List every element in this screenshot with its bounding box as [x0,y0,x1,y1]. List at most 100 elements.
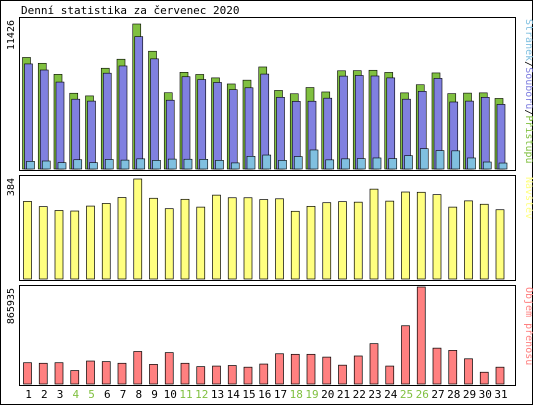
bar-pages [41,160,51,170]
bar-volume [448,350,458,385]
bar-files [102,72,112,170]
bar-volume [416,286,426,385]
bar-volume [38,362,48,385]
bar-files [150,58,159,170]
bar-visits [227,197,237,280]
bar-visits [86,205,95,280]
bar-volume [164,352,174,385]
bar-pages [419,148,429,170]
chart-title: Denní statistika za červenec 2020 [21,4,240,17]
day-label: 24 [384,388,398,401]
bar-files [134,36,144,170]
day-label: 2 [41,388,48,401]
bar-visits [164,208,174,280]
bar-visits [401,191,410,280]
day-label: 25 [400,388,413,401]
bar-pages [57,162,67,170]
bar-visits [290,210,300,280]
day-label: 13 [211,388,224,401]
bar-visits [338,201,347,280]
bar-visits [464,200,473,280]
bar-visits [275,198,284,280]
bar-visits [416,191,426,280]
bar-visits [353,201,363,280]
bar-visits [243,197,253,280]
bar-visits [23,201,32,280]
bar-volume [196,366,206,385]
bar-files [276,96,285,170]
legend-entry: Stránek [523,19,533,61]
bar-files [354,75,364,170]
day-label: 29 [463,388,476,401]
bar-visits [259,199,269,280]
bar-visits [38,206,48,280]
bar-files [165,99,175,170]
legend-hits: Stránek/Souborů/Přístupů [523,19,533,164]
day-label: 5 [88,388,95,401]
legend-entry: Souborů [523,67,533,109]
bar-files [181,76,191,170]
day-label: 22 [353,388,366,401]
bar-pages [26,161,35,170]
legend-entry: / [523,61,533,67]
legend-entry: Návštěv [523,177,533,219]
bar-volume [290,353,300,385]
day-label: 18 [290,388,303,401]
day-label: 11 [179,388,192,401]
bar-pages [120,159,130,170]
bar-volume [101,361,111,385]
bar-pages [356,158,366,170]
bar-visits [495,209,505,280]
bar-files [71,98,81,170]
bar-volume [322,356,332,385]
ymax-label-volume: 865935 [6,288,17,324]
bar-volume [306,353,316,385]
bar-files [228,89,238,170]
bar-pages [482,161,492,170]
bar-volume [338,364,347,385]
bar-pages [262,154,272,170]
bar-volume [401,325,410,385]
day-label: 12 [195,388,208,401]
bar-volume [275,353,284,385]
day-label: 16 [258,388,271,401]
bar-files [480,96,490,170]
day-label: 7 [120,388,127,401]
legend-volume: Objem přenosu [523,287,533,365]
day-label: 3 [57,388,64,401]
day-label: 26 [416,388,429,401]
bar-files [339,75,348,170]
bar-files [24,63,33,170]
bar-files [55,81,65,170]
bar-pages [341,158,350,170]
bar-volume [227,365,237,385]
bar-files [496,104,506,170]
bar-volume [212,365,221,385]
bar-volume [432,347,442,385]
bar-files [197,79,207,170]
bar-volume [70,370,80,385]
bar-visits [149,197,158,280]
bar-volume [243,366,253,385]
bar-volume [385,365,395,385]
bar-volume [479,371,489,385]
bar-pages [199,159,209,170]
day-label: 17 [274,388,287,401]
day-label: 27 [431,388,444,401]
ymax-label-hits: 11426 [6,20,17,50]
bar-files [118,65,128,170]
bar-volume [149,364,158,385]
bar-volume [180,362,190,385]
bar-pages [183,158,193,170]
legend-entry: Objem přenosu [523,287,533,365]
day-label: 10 [164,388,177,401]
bar-pages [435,150,445,170]
bar-pages [372,157,382,170]
bar-visits [117,197,127,280]
day-label: 28 [447,388,460,401]
bar-visits [432,194,442,280]
bar-pages [293,156,303,170]
day-label: 21 [337,388,350,401]
